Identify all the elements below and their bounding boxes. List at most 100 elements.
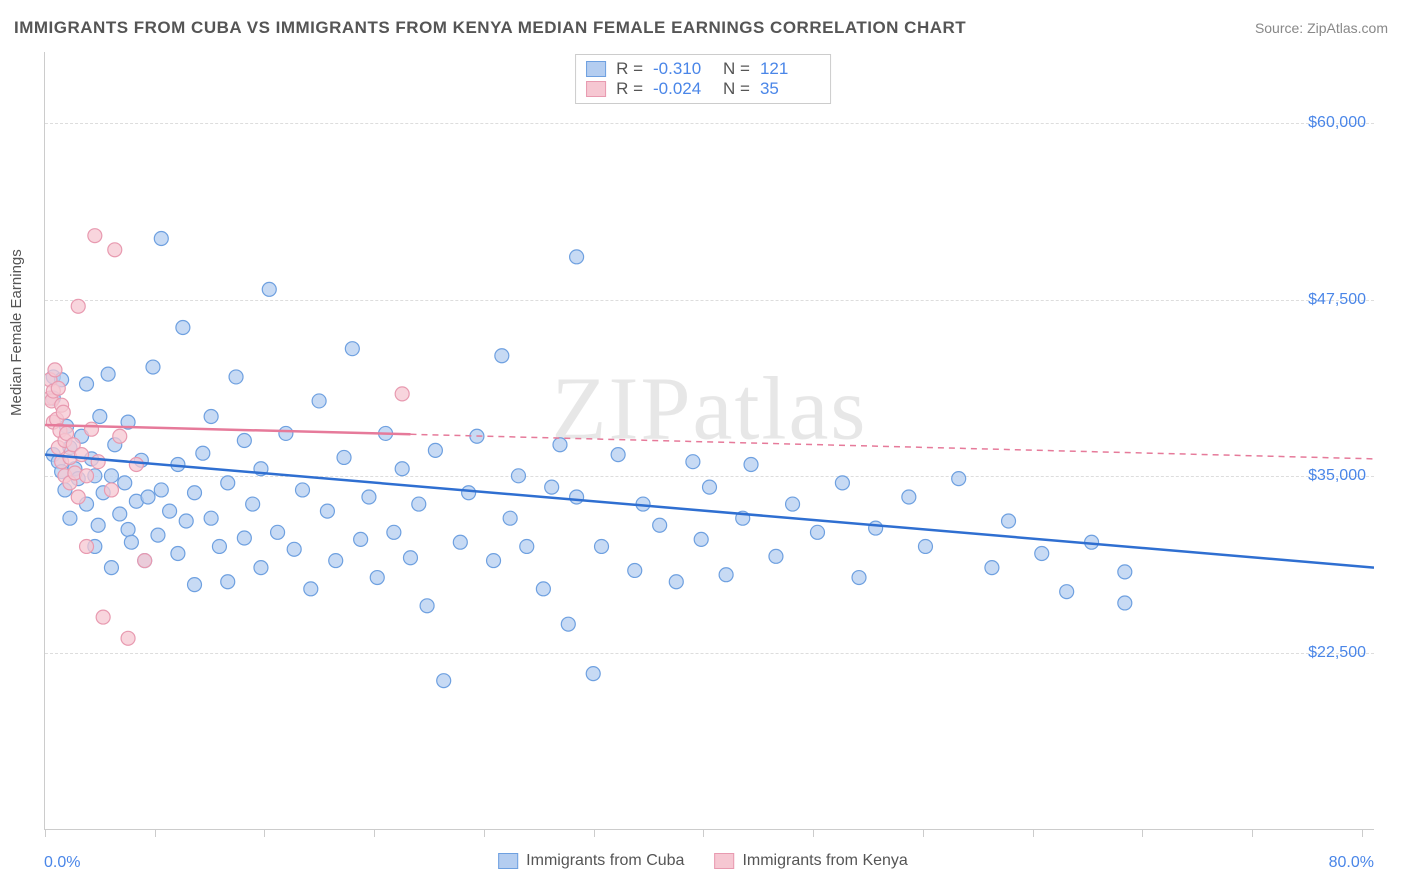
- source-value: ZipAtlas.com: [1307, 20, 1388, 36]
- data-point-cuba: [237, 434, 251, 448]
- data-point-cuba: [237, 531, 251, 545]
- data-point-cuba: [595, 539, 609, 553]
- data-point-cuba: [254, 561, 268, 575]
- trend-line-kenya: [45, 425, 410, 434]
- data-point-kenya: [104, 483, 118, 497]
- data-point-cuba: [329, 554, 343, 568]
- data-point-cuba: [536, 582, 550, 596]
- data-point-cuba: [221, 476, 235, 490]
- data-point-cuba: [171, 547, 185, 561]
- data-point-cuba: [196, 446, 210, 460]
- data-point-cuba: [520, 539, 534, 553]
- data-point-cuba: [503, 511, 517, 525]
- data-point-cuba: [703, 480, 717, 494]
- data-point-cuba: [669, 575, 683, 589]
- data-point-cuba: [63, 511, 77, 525]
- data-point-cuba: [462, 486, 476, 500]
- data-point-cuba: [1002, 514, 1016, 528]
- x-tick: [813, 829, 814, 837]
- series-name-cuba: Immigrants from Cuba: [526, 852, 684, 870]
- x-axis-min-label: 0.0%: [44, 854, 80, 872]
- data-point-cuba: [91, 518, 105, 532]
- r-value-cuba: -0.310: [653, 59, 713, 79]
- data-point-cuba: [188, 486, 202, 500]
- data-point-cuba: [428, 443, 442, 457]
- trend-line-cuba: [45, 455, 1374, 568]
- data-point-cuba: [141, 490, 155, 504]
- y-axis-label: Median Female Earnings: [8, 249, 25, 416]
- data-point-cuba: [810, 525, 824, 539]
- data-point-kenya: [121, 631, 135, 645]
- data-point-cuba: [611, 448, 625, 462]
- data-point-cuba: [1035, 547, 1049, 561]
- data-point-cuba: [835, 476, 849, 490]
- x-tick: [484, 829, 485, 837]
- data-point-cuba: [453, 535, 467, 549]
- data-point-kenya: [108, 243, 122, 257]
- series-legend: Immigrants from Cuba Immigrants from Ken…: [498, 852, 908, 870]
- data-point-cuba: [511, 469, 525, 483]
- swatch-cuba-bottom: [498, 853, 518, 869]
- swatch-kenya-bottom: [714, 853, 734, 869]
- n-value-kenya: 35: [760, 79, 820, 99]
- data-point-cuba: [387, 525, 401, 539]
- data-point-kenya: [395, 387, 409, 401]
- data-point-cuba: [287, 542, 301, 556]
- data-point-cuba: [118, 476, 132, 490]
- n-value-cuba: 121: [760, 59, 820, 79]
- data-point-cuba: [246, 497, 260, 511]
- data-point-cuba: [121, 523, 135, 537]
- data-point-cuba: [80, 377, 94, 391]
- data-point-cuba: [101, 367, 115, 381]
- data-point-cuba: [179, 514, 193, 528]
- data-point-cuba: [154, 483, 168, 497]
- x-tick: [1033, 829, 1034, 837]
- data-point-kenya: [48, 363, 62, 377]
- x-axis-max-label: 80.0%: [1329, 854, 1374, 872]
- data-point-kenya: [75, 448, 89, 462]
- data-point-cuba: [154, 231, 168, 245]
- swatch-cuba: [586, 61, 606, 77]
- x-tick: [923, 829, 924, 837]
- data-point-cuba: [1118, 596, 1132, 610]
- data-point-cuba: [104, 561, 118, 575]
- data-point-cuba: [694, 532, 708, 546]
- n-label: N =: [723, 79, 750, 99]
- data-point-cuba: [769, 549, 783, 563]
- data-point-cuba: [918, 539, 932, 553]
- x-tick: [45, 829, 46, 837]
- data-point-cuba: [403, 551, 417, 565]
- data-point-cuba: [495, 349, 509, 363]
- x-tick: [1142, 829, 1143, 837]
- data-point-kenya: [80, 539, 94, 553]
- source-attribution: Source: ZipAtlas.com: [1255, 20, 1388, 36]
- data-point-cuba: [370, 571, 384, 585]
- data-point-cuba: [163, 504, 177, 518]
- legend-item-kenya: Immigrants from Kenya: [714, 852, 907, 870]
- data-point-cuba: [320, 504, 334, 518]
- x-tick: [594, 829, 595, 837]
- data-point-cuba: [570, 490, 584, 504]
- data-point-cuba: [354, 532, 368, 546]
- r-label: R =: [616, 79, 643, 99]
- data-point-cuba: [686, 455, 700, 469]
- data-point-cuba: [295, 483, 309, 497]
- data-point-cuba: [304, 582, 318, 596]
- x-tick: [1252, 829, 1253, 837]
- data-point-cuba: [985, 561, 999, 575]
- data-point-cuba: [586, 667, 600, 681]
- x-tick: [264, 829, 265, 837]
- data-point-cuba: [570, 250, 584, 264]
- data-point-cuba: [151, 528, 165, 542]
- r-label: R =: [616, 59, 643, 79]
- data-point-cuba: [312, 394, 326, 408]
- data-point-cuba: [628, 563, 642, 577]
- data-point-cuba: [104, 469, 118, 483]
- series-name-kenya: Immigrants from Kenya: [742, 852, 907, 870]
- data-point-kenya: [96, 610, 110, 624]
- data-point-cuba: [188, 578, 202, 592]
- x-tick: [703, 829, 704, 837]
- data-point-cuba: [93, 409, 107, 423]
- chart-title: IMMIGRANTS FROM CUBA VS IMMIGRANTS FROM …: [14, 18, 966, 38]
- data-point-cuba: [271, 525, 285, 539]
